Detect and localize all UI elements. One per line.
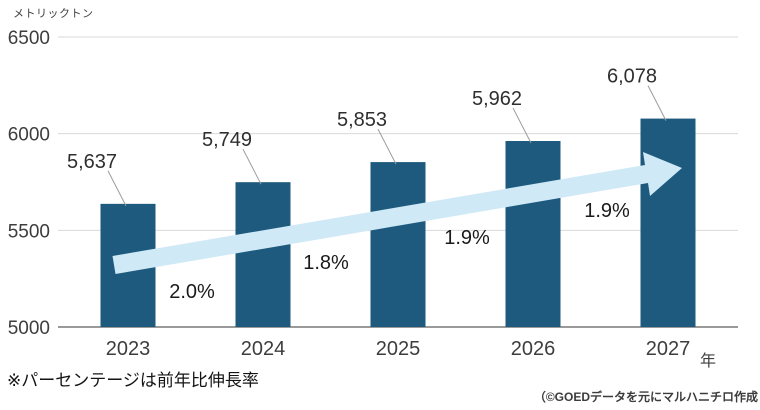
x-tick-label: 2027 (646, 338, 691, 360)
bar-value-label: 5,637 (67, 151, 117, 173)
footnote: ※パーセンテージは前年比伸長率 (7, 371, 259, 390)
y-tick-label: 6500 (8, 28, 50, 49)
y-axis-unit-label: メトリックトン (13, 8, 94, 20)
value-leader-line (377, 128, 397, 165)
growth-arrow (112, 152, 682, 274)
bar-value-label: 5,962 (472, 88, 522, 110)
credit-line: （©GOEDデータを元にマルハニチロ作成 (533, 390, 758, 404)
bar-2025 (370, 162, 426, 327)
bar-value-label: 5,749 (202, 129, 252, 151)
value-leader-line (107, 170, 127, 207)
growth-rate-label: 2.0% (169, 281, 215, 303)
growth-rate-label: 1.9% (584, 200, 630, 222)
y-tick-label: 5500 (8, 221, 50, 242)
bar-2024 (235, 182, 291, 327)
bar-2026 (505, 141, 561, 327)
x-tick-label: 2023 (106, 338, 151, 360)
y-tick-label: 5000 (8, 318, 50, 339)
value-leader-line (242, 148, 262, 185)
growth-rate-label: 1.8% (303, 252, 349, 274)
growth-rate-label: 1.9% (444, 227, 490, 249)
x-axis-unit-label: 年 (700, 353, 717, 370)
value-leader-line (647, 85, 667, 121)
y-tick-label: 6000 (8, 125, 50, 146)
x-tick-label: 2025 (376, 338, 421, 360)
bar-2027 (640, 118, 696, 327)
bar-value-label: 6,078 (607, 66, 657, 88)
x-tick-label: 2026 (511, 338, 556, 360)
bar-value-label: 5,853 (337, 109, 387, 131)
x-tick-label: 2024 (241, 338, 286, 360)
value-leader-line (512, 107, 532, 144)
